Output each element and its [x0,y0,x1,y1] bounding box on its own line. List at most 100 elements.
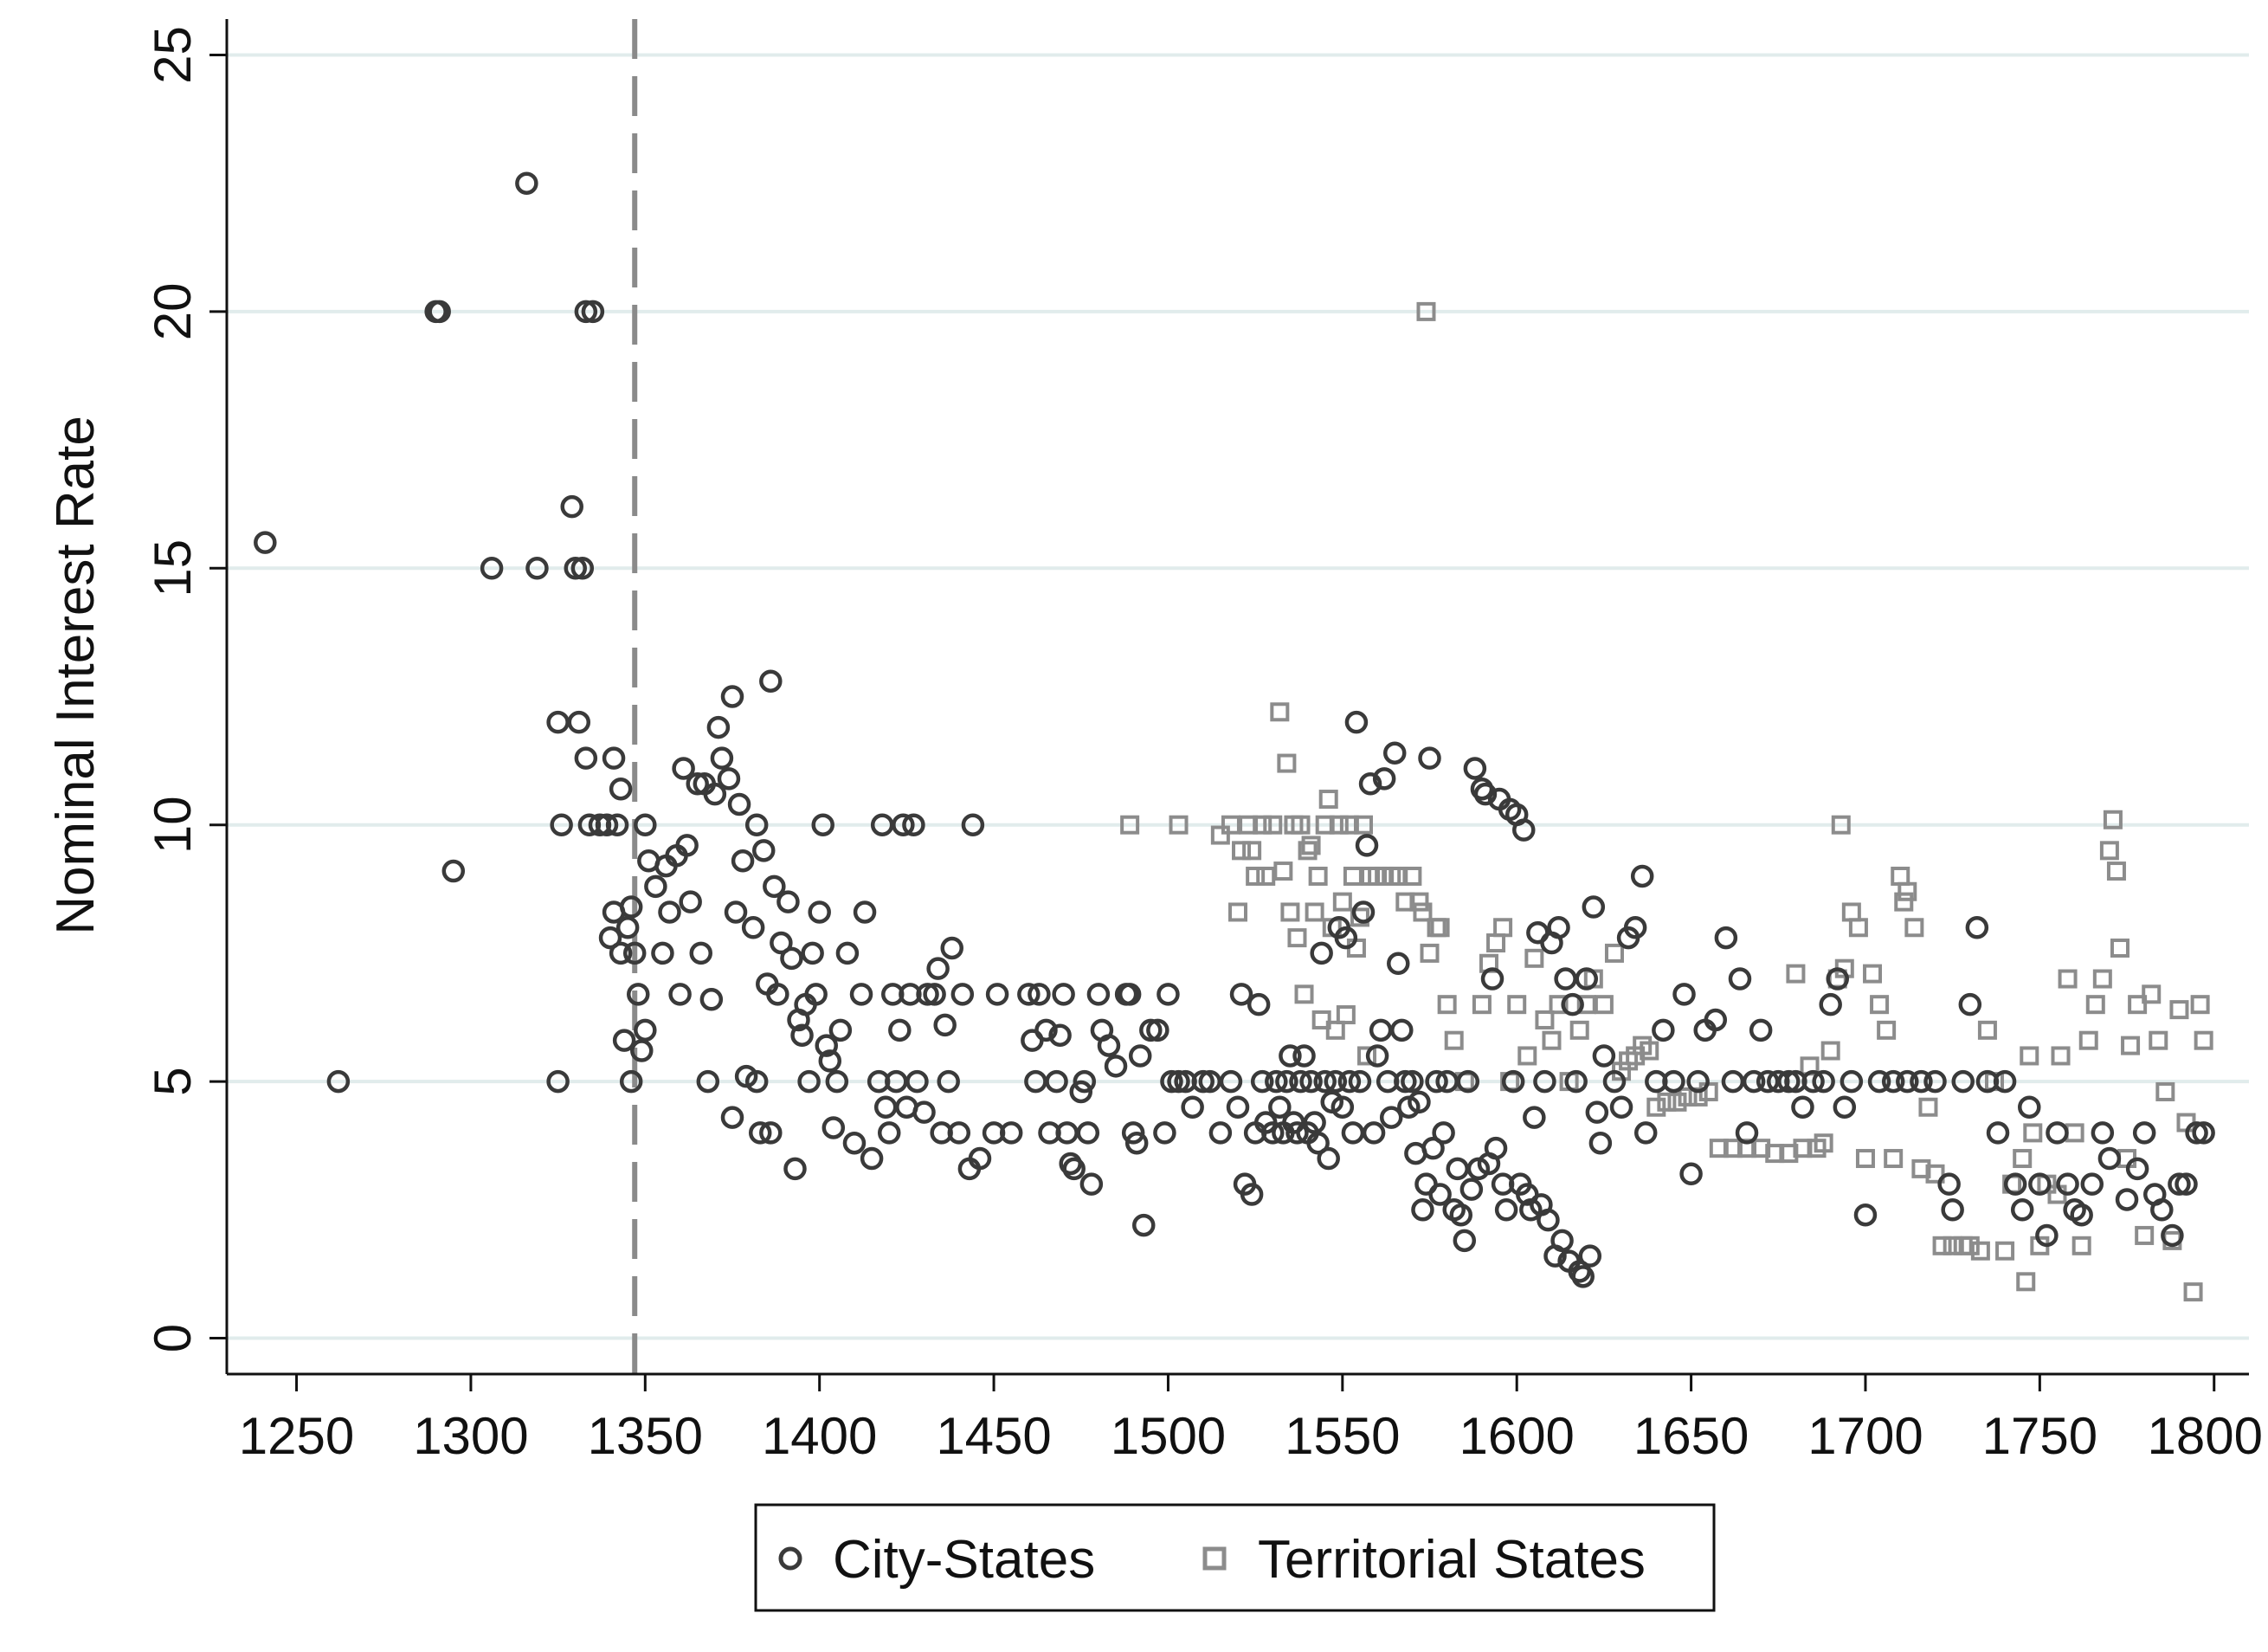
point-city-states [1554,967,1577,991]
point-city-states [1484,1136,1508,1160]
point-city-states [770,931,793,955]
point-city-states [1791,1095,1814,1119]
point-city-states [916,983,939,1006]
point-territorial-states [1569,1020,1589,1040]
point-city-states [1937,1172,1961,1196]
point-city-states [950,983,975,1006]
point-territorial-states [1298,841,1318,861]
x-tick-label: 1250 [239,1407,354,1465]
point-city-states [1167,1069,1190,1094]
point-territorial-states [1280,902,1300,922]
point-city-states [1240,1183,1264,1206]
point-territorial-states [2085,995,2105,1015]
point-city-states [574,300,598,324]
point-city-states [1986,1121,2010,1145]
point-city-states [759,1121,783,1145]
point-city-states [1299,1069,1323,1094]
point-territorial-states [1430,918,1450,938]
point-city-states [634,813,657,836]
point-city-states [1463,757,1487,780]
point-territorial-states [1863,964,1883,984]
point-city-states [1132,1213,1156,1237]
point-territorial-states [2128,995,2148,1015]
point-territorial-states [2078,1030,2098,1050]
point-territorial-states [1420,943,1440,963]
axes [209,19,2249,1391]
data-points [254,171,2215,1302]
point-city-states [1219,1069,1243,1094]
point-city-states [622,941,647,965]
point-territorial-states [1246,866,1266,886]
point-city-states [581,300,605,324]
point-city-states [480,557,504,580]
point-city-states [780,946,803,971]
point-city-states [1564,1069,1588,1094]
point-territorial-states [2071,1236,2091,1255]
point-territorial-states [1169,815,1189,835]
point-city-states [651,941,674,965]
point-city-states [1017,983,1041,1006]
point-city-states [1742,1069,1766,1094]
point-city-states [658,900,681,924]
point-city-states [1777,1069,1801,1094]
point-territorial-states [1848,918,1868,938]
point-city-states [2168,1172,2191,1196]
point-city-states [1867,1069,1891,1094]
point-territorial-states [1884,1149,1904,1169]
point-city-states [1289,1069,1312,1094]
point-city-states [679,890,702,913]
point-city-states [933,1013,957,1037]
point-city-states [1826,967,1849,991]
point-city-states [672,757,695,780]
point-territorial-states [1831,815,1851,835]
point-territorial-states [1870,995,1890,1015]
point-city-states [1421,1136,1445,1160]
point-city-states [1812,1069,1835,1094]
point-city-states [2003,1172,2027,1196]
point-city-states [696,1069,720,1094]
point-city-states [1124,1131,1149,1155]
point-city-states [825,1069,849,1094]
point-city-states [801,941,824,965]
point-territorial-states [2194,1030,2213,1050]
point-territorial-states [1898,881,1917,901]
x-tick-label: 1450 [936,1407,1051,1465]
point-territorial-states [1273,861,1293,881]
point-city-states [1411,1198,1434,1222]
point-territorial-states [1891,866,1910,886]
point-city-states [699,988,724,1011]
point-territorial-states [1960,1236,1980,1255]
point-territorial-states [1855,1149,1875,1169]
point-territorial-states [1943,1236,1962,1255]
point-territorial-states [2190,995,2210,1015]
point-city-states [612,1029,636,1052]
point-city-states [564,557,588,580]
point-city-states [441,859,466,883]
point-city-states [1425,1069,1448,1094]
point-territorial-states [1970,1241,1990,1261]
x-tick-label: 1350 [588,1407,703,1465]
point-city-states [2035,1223,2059,1248]
point-territorial-states [1343,866,1363,886]
point-city-states [1965,916,1989,939]
point-city-states [724,900,748,924]
point-city-states [689,941,713,965]
point-city-states [804,983,828,1006]
point-city-states [1728,967,1752,991]
point-territorial-states [1814,1133,1833,1153]
point-city-states [1121,1121,1145,1145]
point-territorial-states [1524,948,1544,968]
x-tick-label: 1800 [2148,1407,2263,1465]
point-territorial-states [1604,943,1624,963]
point-territorial-states [1894,892,1914,912]
point-territorial-states [2169,1000,2189,1020]
legend: City-States Territorial States [754,1503,1716,1612]
point-city-states [776,890,800,913]
point-city-states [609,777,633,801]
point-city-states [808,900,831,924]
point-territorial-states [1493,918,1513,938]
point-city-states [1910,1069,1933,1094]
point-city-states [1575,967,1599,991]
point-city-states [546,710,570,734]
